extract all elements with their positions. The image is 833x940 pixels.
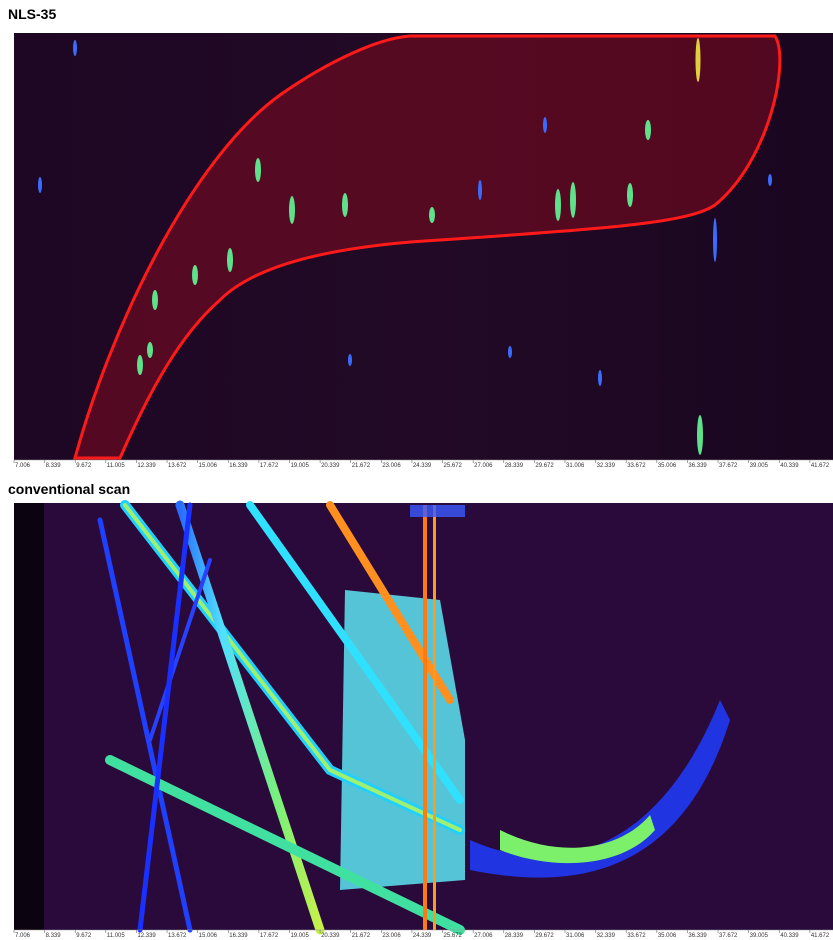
x-tick-label: 13.672 (168, 463, 187, 469)
x-tick-label: 33.672 (627, 933, 646, 939)
x-tick-label: 15.006 (199, 463, 218, 469)
x-tick-label: 39.005 (750, 463, 769, 469)
x-tick-label: 8.339 (46, 933, 62, 939)
x-tick-label: 24.339 (413, 933, 432, 939)
x-tick-label: 29.672 (535, 933, 554, 939)
x-tick-label: 36.339 (688, 933, 707, 939)
x-tick-label: 28.339 (505, 463, 524, 469)
x-tick-label: 9.672 (76, 933, 92, 939)
x-tick-label: 32.339 (597, 933, 616, 939)
x-axis: 7.006 8.339 9.672 11.005 12.339 13.672 15.006 1… (14, 930, 833, 939)
heatmap-panel (14, 503, 833, 930)
x-tick-label: 33.672 (627, 463, 646, 469)
x-tick-label: 20.339 (321, 933, 340, 939)
x-tick-label: 39.005 (750, 933, 769, 939)
x-tick-label: 13.672 (168, 933, 187, 939)
x-tick-label: 17.672 (260, 463, 279, 469)
x-tick-label: 8.339 (46, 463, 62, 469)
x-tick-label: 17.672 (260, 933, 279, 939)
x-tick-label: 35.006 (658, 463, 677, 469)
x-tick-label: 7.006 (15, 933, 31, 939)
x-tick-label: 25.672 (444, 463, 463, 469)
x-tick-label: 25.672 (444, 933, 463, 939)
x-tick-label: 40.339 (780, 463, 799, 469)
x-tick-label: 21.672 (352, 463, 371, 469)
x-tick-label: 37.672 (719, 463, 738, 469)
x-tick-label: 19.005 (290, 463, 309, 469)
x-tick-label: 7.006 (15, 463, 31, 469)
x-tick-label: 31.006 (566, 463, 585, 469)
figure: NLS-35 7.006 8.339 9.672 11.005 12.339 13.672… (0, 0, 833, 940)
x-tick-label: 20.339 (321, 463, 340, 469)
x-tick-label: 28.339 (505, 933, 524, 939)
x-tick-label: 21.672 (352, 933, 371, 939)
x-tick-label: 35.006 (658, 933, 677, 939)
x-tick-label: 27.006 (474, 463, 493, 469)
x-tick-label: 37.672 (719, 933, 738, 939)
panel-title: conventional scan (8, 481, 130, 497)
x-tick-label: 16.339 (229, 933, 248, 939)
x-tick-label: 11.005 (107, 463, 126, 469)
x-tick-label: 31.006 (566, 933, 585, 939)
x-tick-label: 36.339 (688, 463, 707, 469)
x-tick-label: 12.339 (137, 933, 156, 939)
x-tick-label: 16.339 (229, 463, 248, 469)
x-tick-label: 40.339 (780, 933, 799, 939)
x-tick-label: 24.339 (413, 463, 432, 469)
panel-title: NLS-35 (8, 6, 56, 22)
x-tick-label: 27.006 (474, 933, 493, 939)
x-tick-label: 32.339 (597, 463, 616, 469)
x-tick-label: 15.006 (199, 933, 218, 939)
x-tick-label: 9.672 (76, 463, 92, 469)
x-tick-label: 23.006 (382, 933, 401, 939)
heatmap-panel (14, 33, 833, 460)
x-tick-label: 41.672 (811, 463, 830, 469)
x-tick-label: 12.339 (137, 463, 156, 469)
x-tick-label: 11.005 (107, 933, 126, 939)
x-tick-label: 19.005 (290, 933, 309, 939)
x-tick-label: 23.006 (382, 463, 401, 469)
x-tick-label: 41.672 (811, 933, 830, 939)
x-axis: 7.006 8.339 9.672 11.005 12.339 13.672 15.006 1… (14, 460, 833, 469)
x-tick-label: 29.672 (535, 463, 554, 469)
